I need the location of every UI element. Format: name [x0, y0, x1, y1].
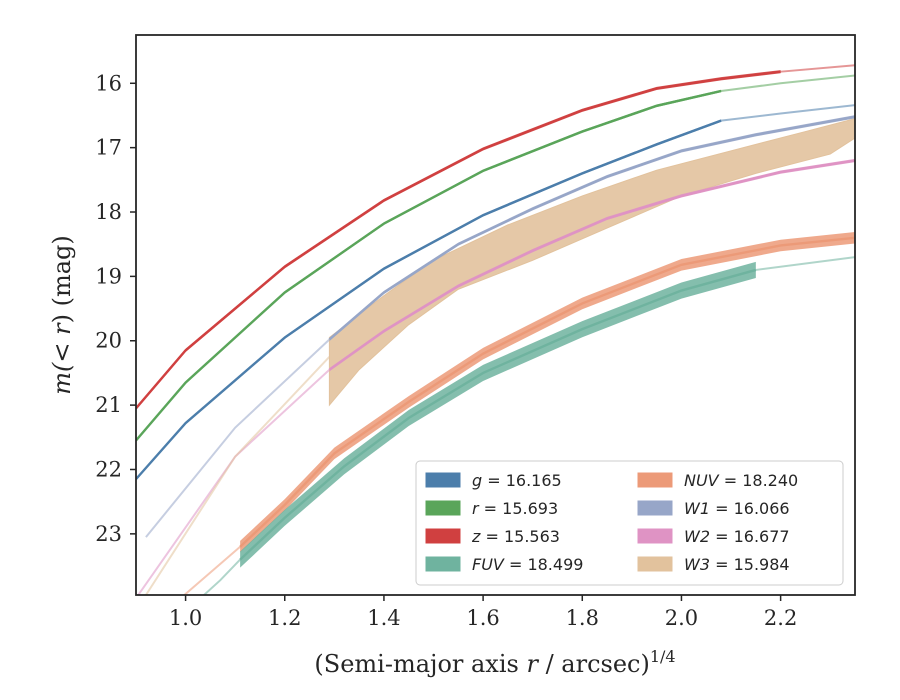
legend-swatch — [425, 528, 461, 544]
x-tick-label: 1.0 — [169, 606, 202, 630]
x-axis-title: (Semi-major axis r / arcsec)1/4 — [314, 647, 675, 678]
series-nuv-extrapolation-inner — [182, 545, 241, 595]
legend-label: r = 15.693 — [472, 499, 558, 518]
ticks-layer: 1.0 1.2 1.4 1.6 1.8 2.0 2.2 16 17 18 19 20 21 22 23 — [95, 71, 797, 630]
series-g-curve — [136, 119, 722, 480]
plot-frame — [135, 34, 856, 596]
y-tick-label: 21 — [95, 393, 122, 417]
legend-label: W3 = 15.984 — [684, 555, 790, 574]
x-tick-label: 2.2 — [764, 606, 797, 630]
legend-entry-nuv: NUV = 18.240 — [637, 471, 798, 490]
series-r-curve — [136, 89, 722, 442]
legend-swatch — [425, 472, 461, 488]
legend-entry-r: r = 15.693 — [425, 499, 558, 518]
series-fuv-extrapolation-inner — [202, 558, 241, 595]
legend-entry-fuv: FUV = 18.499 — [425, 555, 583, 574]
series-z-extrapolation-outer — [780, 64, 855, 73]
series-g-extrapolation-outer — [721, 104, 855, 122]
x-axis-title-main: (Semi-major axis — [314, 650, 526, 678]
y-tick-label: 17 — [95, 136, 122, 160]
y-axis-title-post: ) (mag) — [48, 235, 76, 323]
legend-swatch — [425, 556, 461, 572]
legend-entry-w3: W3 = 15.984 — [637, 555, 790, 574]
y-tick-label: 19 — [95, 264, 122, 288]
legend-swatch — [637, 500, 673, 516]
x-tick-label: 1.4 — [367, 606, 400, 630]
series-fuv-curve — [239, 268, 757, 561]
series-r-extrapolation-outer — [720, 74, 855, 92]
y-tick-label: 22 — [95, 457, 122, 481]
x-axis-title-mid: / arcsec) — [538, 650, 650, 678]
series-w1-extrapolation-inner — [145, 338, 331, 538]
legend-entry-g: g = 16.165 — [425, 471, 562, 490]
legend-label: NUV = 18.240 — [684, 471, 798, 490]
y-axis-title-var: r — [48, 322, 76, 335]
series-nuv-curve — [239, 236, 855, 548]
legend-swatch — [425, 500, 461, 516]
y-tick-label: 23 — [95, 522, 122, 546]
x-tick-label: 1.6 — [466, 606, 499, 630]
legend-entry-w1: W1 = 16.066 — [637, 499, 790, 518]
y-tick-label: 20 — [95, 329, 122, 353]
legend-label: z = 15.563 — [471, 527, 560, 546]
legend-swatch — [637, 528, 673, 544]
legend-swatch — [637, 556, 673, 572]
legend-entry-z: z = 15.563 — [425, 527, 560, 546]
legend-entry-w2: W2 = 16.677 — [637, 527, 790, 546]
legend-label: FUV = 18.499 — [472, 555, 583, 574]
legend-frame — [415, 460, 844, 586]
x-tick-label: 2.0 — [665, 606, 698, 630]
legend-swatch — [637, 472, 673, 488]
series-w3-extrapolation-inner — [145, 356, 331, 595]
series-layer — [136, 64, 855, 595]
y-tick-label: 18 — [95, 200, 122, 224]
legend-label: W1 = 16.066 — [684, 499, 790, 518]
y-axis-title: m(< r) (mag) — [48, 235, 76, 395]
legend-label: W2 = 16.677 — [684, 527, 790, 546]
series-z-curve — [136, 70, 781, 410]
legend-label: g = 16.165 — [472, 471, 562, 490]
x-tick-label: 1.2 — [268, 606, 301, 630]
x-axis-title-sup: 1/4 — [650, 647, 676, 666]
series-w2-curve — [328, 159, 855, 371]
series-fuv-extrapolation-outer — [755, 256, 855, 271]
x-axis-title-var: r — [526, 650, 539, 678]
series-w3-band — [328, 118, 855, 407]
series-w1-curve — [328, 115, 855, 341]
y-tick-label: 16 — [95, 71, 122, 95]
legend: g = 16.165 r = 15.693 z = 15.563 FUV = 18.4… — [415, 460, 844, 586]
x-tick-label: 1.8 — [566, 606, 599, 630]
y-axis-title-pre: m(< — [48, 335, 76, 395]
